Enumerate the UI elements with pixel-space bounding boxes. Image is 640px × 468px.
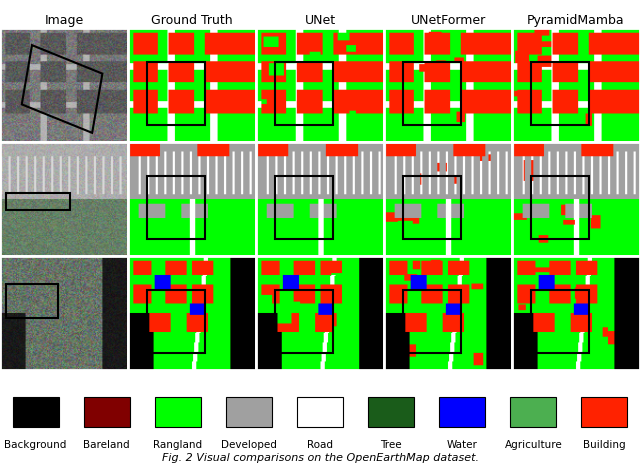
Text: UNet: UNet (305, 14, 335, 27)
Text: Agriculture: Agriculture (504, 440, 562, 451)
Text: Rangland: Rangland (153, 440, 202, 451)
Text: UNetFormer: UNetFormer (410, 14, 486, 27)
Bar (226, 397, 272, 427)
Bar (84, 397, 130, 427)
Bar (403, 176, 461, 239)
Bar (297, 397, 343, 427)
Text: Water: Water (447, 440, 477, 451)
Text: Road: Road (307, 440, 333, 451)
Bar (403, 62, 461, 125)
Text: Background: Background (4, 440, 67, 451)
Bar (275, 62, 333, 125)
Bar (531, 290, 589, 353)
Bar (275, 176, 333, 239)
Text: Developed: Developed (221, 440, 277, 451)
Bar (13, 397, 59, 427)
Text: Bareland: Bareland (83, 440, 130, 451)
Text: Building: Building (583, 440, 626, 451)
Text: Image: Image (44, 14, 84, 27)
Bar (403, 290, 461, 353)
Bar (439, 397, 485, 427)
Bar (155, 397, 201, 427)
Bar (147, 62, 205, 125)
Bar (531, 176, 589, 239)
Text: Ground Truth: Ground Truth (151, 14, 233, 27)
Bar (581, 397, 627, 427)
Bar (510, 397, 556, 427)
Bar (275, 290, 333, 353)
Bar (147, 290, 205, 353)
Bar (531, 62, 589, 125)
Text: Tree: Tree (380, 440, 402, 451)
Bar (147, 176, 205, 239)
Text: Fig. 2 Visual comparisons on the OpenEarthMap dataset.: Fig. 2 Visual comparisons on the OpenEar… (161, 453, 479, 463)
Text: PyramidMamba: PyramidMamba (527, 14, 625, 27)
Bar (368, 397, 414, 427)
